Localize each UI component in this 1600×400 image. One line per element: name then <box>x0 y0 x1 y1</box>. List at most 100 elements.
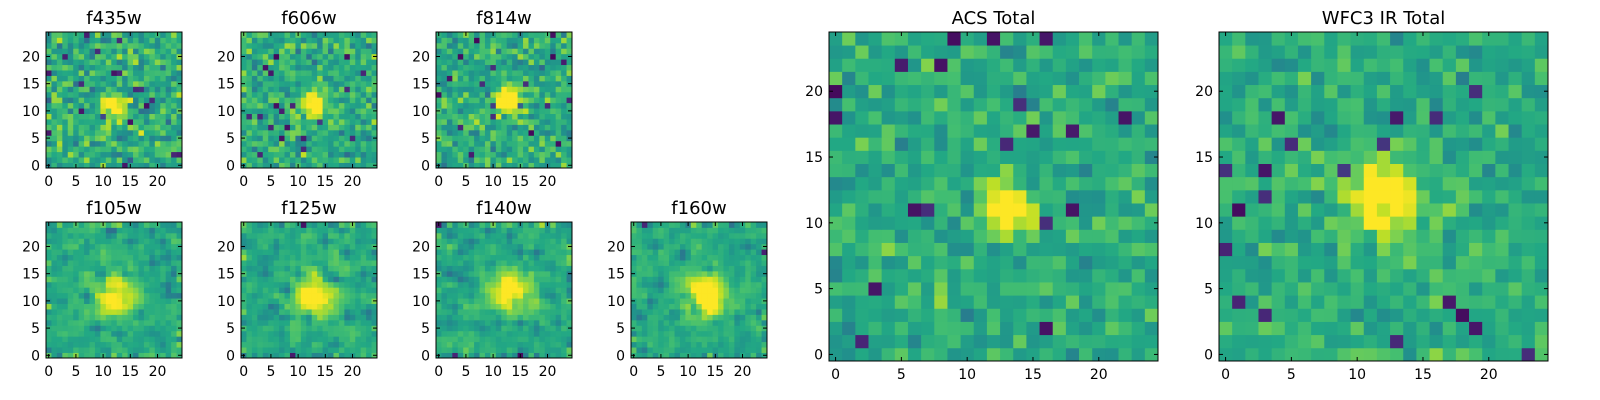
heatmap-cell <box>165 232 172 239</box>
heatmap-cell <box>295 113 302 120</box>
heatmap-cell <box>105 298 112 304</box>
heatmap-cell <box>73 102 80 109</box>
heatmap-cell <box>734 276 741 283</box>
heatmap-cell <box>457 86 464 93</box>
heatmap-cell <box>756 276 762 283</box>
heatmap-cell <box>268 75 275 82</box>
heatmap-cell <box>257 227 264 234</box>
heatmap-cell <box>311 91 318 98</box>
heatmap-cell <box>550 53 557 60</box>
heatmap-cell <box>533 135 540 142</box>
heatmap-cell <box>512 129 518 136</box>
heatmap-cell <box>257 37 264 44</box>
heatmap-cell <box>165 102 172 109</box>
heatmap-cell <box>289 146 296 153</box>
heatmap-cell <box>539 80 546 87</box>
heatmap-cell <box>986 229 1001 243</box>
heatmap-cell <box>523 347 529 353</box>
heatmap-cell <box>262 254 269 261</box>
heatmap-cell <box>566 227 573 234</box>
heatmap-cell <box>127 157 134 163</box>
heatmap-cell <box>328 70 334 76</box>
heatmap-cell <box>712 325 719 332</box>
heatmap-cell <box>349 341 356 348</box>
heatmap-cell <box>468 227 475 234</box>
heatmap-cell <box>463 151 470 158</box>
heatmap-cell <box>122 70 128 76</box>
heatmap-cell <box>517 42 524 49</box>
heatmap-cell <box>1000 255 1014 270</box>
heatmap-cell <box>528 97 535 104</box>
heatmap-cell <box>322 347 329 353</box>
heatmap-cell <box>284 303 291 310</box>
heatmap-cell <box>696 222 703 228</box>
heatmap-cell <box>73 70 80 76</box>
heatmap-cell <box>474 80 480 87</box>
heatmap-cell <box>306 330 313 337</box>
heatmap-cell <box>1144 242 1159 257</box>
heatmap-cell <box>176 330 183 337</box>
heatmap-cell <box>171 292 177 299</box>
heatmap-cell <box>160 341 167 348</box>
heatmap-cell <box>51 281 58 288</box>
heatmap-cell <box>712 270 719 277</box>
heatmap-cell <box>127 102 134 109</box>
heatmap-cell <box>284 238 291 245</box>
heatmap-cell <box>300 254 307 261</box>
heatmap-cell <box>122 140 128 147</box>
heatmap-cell <box>246 162 253 169</box>
heatmap-cell <box>111 222 118 228</box>
heatmap-cell <box>344 129 351 136</box>
heatmap-cell <box>495 70 502 76</box>
heatmap-cell <box>712 254 719 261</box>
heatmap-cell <box>133 157 139 163</box>
heatmap-cell <box>122 102 128 109</box>
heatmap-cell <box>111 129 118 136</box>
heatmap-cell <box>366 281 372 288</box>
heatmap-cell <box>707 260 713 266</box>
heatmap-cell <box>133 319 139 326</box>
heatmap-cell <box>690 281 697 288</box>
heatmap-cell <box>1092 347 1106 362</box>
heatmap-cell <box>284 113 291 120</box>
heatmap-cell <box>436 341 442 348</box>
heatmap-cell <box>663 341 670 348</box>
heatmap-cell <box>300 124 307 131</box>
heatmap-cell <box>171 42 177 49</box>
heatmap-cell <box>105 129 112 136</box>
heatmap-cell <box>62 254 69 261</box>
heatmap-cell <box>490 276 497 283</box>
heatmap-cell <box>986 176 1001 191</box>
heatmap-cell <box>674 260 681 266</box>
heatmap-cell <box>165 243 172 250</box>
heatmap-cell <box>441 48 448 55</box>
heatmap-cell <box>143 97 150 104</box>
heatmap-cell <box>463 330 470 337</box>
heatmap-cell <box>855 282 869 296</box>
heatmap-cell <box>544 42 551 49</box>
heatmap-cell <box>78 287 85 294</box>
heatmap-cell <box>701 336 708 343</box>
heatmap-cell <box>842 189 856 204</box>
heatmap-cell <box>566 42 573 49</box>
heatmap-cell <box>544 319 551 326</box>
heatmap-cell <box>457 238 464 245</box>
heatmap-cell <box>171 227 177 234</box>
heatmap-cell <box>947 268 961 283</box>
heatmap-cell <box>160 276 167 283</box>
heatmap-cell <box>1118 176 1133 191</box>
heatmap-cell <box>246 102 253 109</box>
heatmap-cell <box>78 341 85 348</box>
y-tick-label: 0 <box>421 158 430 174</box>
heatmap-cell <box>468 330 475 337</box>
heatmap-cell <box>111 102 118 109</box>
heatmap-cell <box>84 287 90 294</box>
heatmap-cell <box>328 298 334 304</box>
heatmap-cell <box>306 80 313 87</box>
heatmap-cell <box>338 341 345 348</box>
heatmap-cell <box>446 222 453 228</box>
heatmap-cell <box>56 298 63 304</box>
heatmap-cell <box>344 119 351 125</box>
heatmap-cell <box>89 232 96 239</box>
heatmap-cell <box>268 102 275 109</box>
